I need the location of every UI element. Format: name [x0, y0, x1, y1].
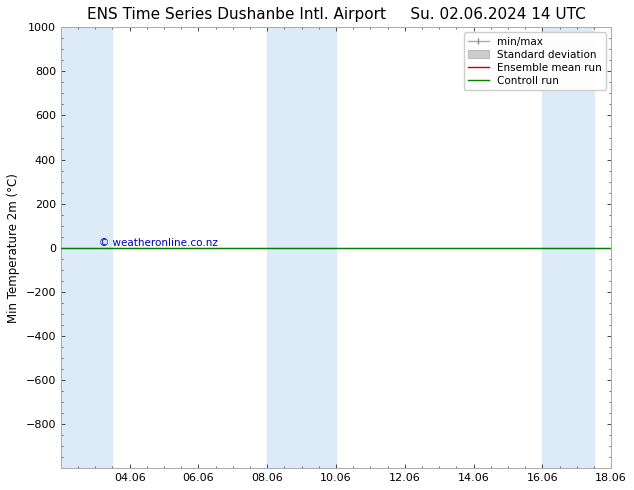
- Bar: [267, 27, 336, 468]
- Y-axis label: Min Temperature 2m (°C): Min Temperature 2m (°C): [7, 173, 20, 323]
- Bar: [543, 27, 594, 468]
- Bar: [61, 27, 112, 468]
- Text: © weatheronline.co.nz: © weatheronline.co.nz: [100, 238, 218, 247]
- Legend: min/max, Standard deviation, Ensemble mean run, Controll run: min/max, Standard deviation, Ensemble me…: [463, 32, 606, 90]
- Title: ENS Time Series Dushanbe Intl. Airport     Su. 02.06.2024 14 UTC: ENS Time Series Dushanbe Intl. Airport S…: [87, 7, 585, 22]
